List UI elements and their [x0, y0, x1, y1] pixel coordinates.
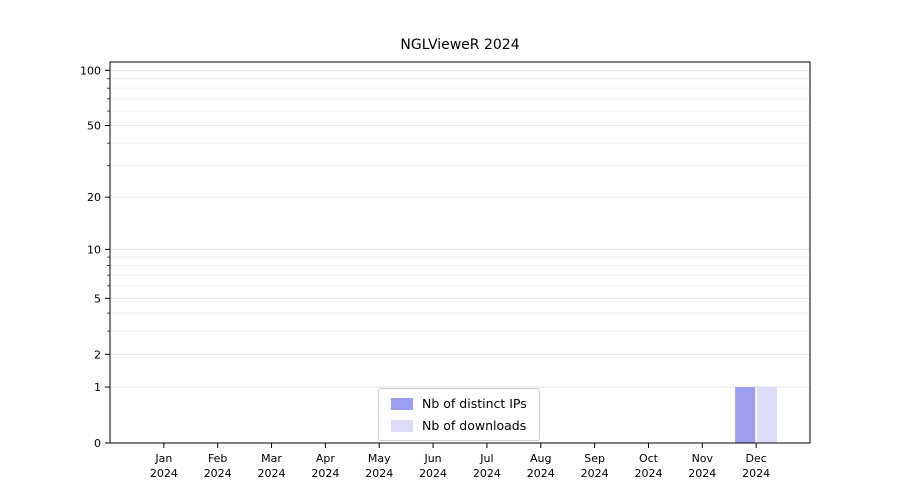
y-tick-label: 20	[87, 191, 101, 204]
bar-dec-distinct-ips	[735, 387, 756, 443]
x-tick-label-month: Sep	[584, 452, 605, 465]
x-tick-label-year: 2024	[742, 467, 770, 480]
x-tick-label-year: 2024	[365, 467, 393, 480]
chart-legend: Nb of distinct IPs Nb of downloads	[378, 388, 540, 441]
x-tick-label-year: 2024	[311, 467, 339, 480]
x-tick-label-month: Jan	[154, 452, 172, 465]
x-tick-label-month: Nov	[692, 452, 714, 465]
bar-dec-downloads	[757, 387, 778, 443]
plot-border	[109, 61, 811, 444]
x-tick-label-year: 2024	[688, 467, 716, 480]
x-tick-label-year: 2024	[527, 467, 555, 480]
x-tick-label-year: 2024	[419, 467, 447, 480]
y-tick-label: 100	[80, 64, 101, 77]
x-tick-label-month: Apr	[316, 452, 336, 465]
x-tick-label-year: 2024	[634, 467, 662, 480]
y-tick-label: 2	[94, 348, 101, 361]
y-tick-label: 1	[94, 381, 101, 394]
x-tick-label-year: 2024	[204, 467, 232, 480]
y-tick-label: 0	[94, 437, 101, 450]
x-tick-label-month: Aug	[530, 452, 551, 465]
x-tick-label-month: Dec	[746, 452, 767, 465]
x-tick-label-month: Oct	[639, 452, 659, 465]
legend-swatch-distinct-ips-icon	[391, 397, 413, 410]
x-tick-label-month: Jun	[423, 452, 441, 465]
x-tick-label-month: Mar	[261, 452, 282, 465]
legend-label-distinct-ips: Nb of distinct IPs	[422, 396, 527, 411]
legend-item-distinct-ips: Nb of distinct IPs	[391, 396, 527, 411]
x-tick-label-year: 2024	[473, 467, 501, 480]
x-tick-label-month: Jul	[479, 452, 493, 465]
legend-item-downloads: Nb of downloads	[391, 418, 527, 433]
x-tick-label-year: 2024	[150, 467, 178, 480]
y-tick-label: 10	[87, 243, 101, 256]
y-tick-label: 5	[94, 292, 101, 305]
y-tick-label: 50	[87, 120, 101, 133]
x-tick-label-month: May	[368, 452, 391, 465]
x-tick-label-month: Feb	[208, 452, 227, 465]
legend-swatch-downloads-icon	[391, 419, 413, 432]
chart-title: NGLVieweR 2024	[400, 37, 520, 53]
x-tick-label-year: 2024	[581, 467, 609, 480]
legend-label-downloads: Nb of downloads	[422, 418, 527, 433]
x-tick-label-year: 2024	[258, 467, 286, 480]
